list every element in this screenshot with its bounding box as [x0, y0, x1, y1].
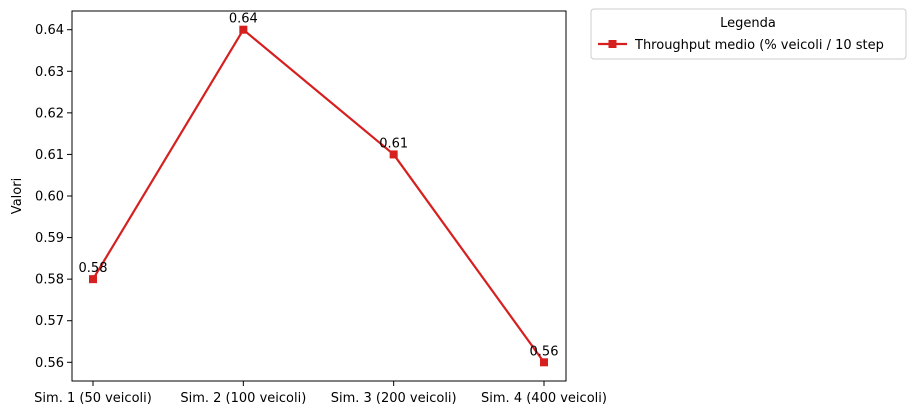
- x-tick-label: Sim. 3 (200 veicoli): [331, 391, 457, 406]
- data-label: 0.61: [379, 136, 408, 151]
- y-tick-label: 0.58: [35, 273, 64, 288]
- data-label: 0.56: [530, 344, 559, 359]
- data-labels: 0.58 0.64 0.61 0.56: [79, 12, 559, 360]
- legend-entry-label: Throughput medio (% veicoli / 10 step: [634, 38, 884, 53]
- y-axis-title: Valori: [10, 178, 25, 214]
- y-tick-label: 0.59: [35, 231, 64, 246]
- legend-marker-swatch: [608, 40, 617, 48]
- data-label: 0.58: [79, 261, 108, 276]
- series-layer: [89, 25, 548, 367]
- y-tick-label: 0.62: [35, 106, 64, 121]
- y-tick-label: 0.56: [35, 356, 64, 371]
- y-tick-label: 0.61: [35, 148, 64, 163]
- data-point: [389, 150, 398, 159]
- y-tick-label: 0.64: [35, 23, 64, 38]
- plot-area: [71, 10, 567, 382]
- data-point: [540, 358, 548, 367]
- series-line: [92, 28, 545, 363]
- legend-frame: [590, 8, 907, 60]
- y-tick-label: 0.57: [35, 314, 64, 329]
- y-axis: 0.56 0.57 0.58 0.59 0.60 0.61 0.62 0.63 0.64: [35, 23, 72, 371]
- x-tick-label: Sim. 1 (50 veicoli): [34, 391, 152, 406]
- data-label: 0.64: [229, 12, 258, 27]
- y-tick-label: 0.60: [35, 190, 64, 205]
- y-tick-label: 0.63: [35, 65, 64, 80]
- x-tick-label: Sim. 2 (100 veicoli): [180, 391, 306, 406]
- x-axis: Sim. 1 (50 veicoli) Sim. 2 (100 veicoli) S…: [34, 381, 607, 406]
- data-point: [89, 275, 97, 284]
- legend-title: Legenda: [720, 16, 776, 31]
- data-point: [239, 25, 248, 34]
- legend: Legenda Throughput medio (% veicoli / 10…: [590, 8, 907, 60]
- x-tick-label: Sim. 4 (400 veicoli): [481, 391, 607, 406]
